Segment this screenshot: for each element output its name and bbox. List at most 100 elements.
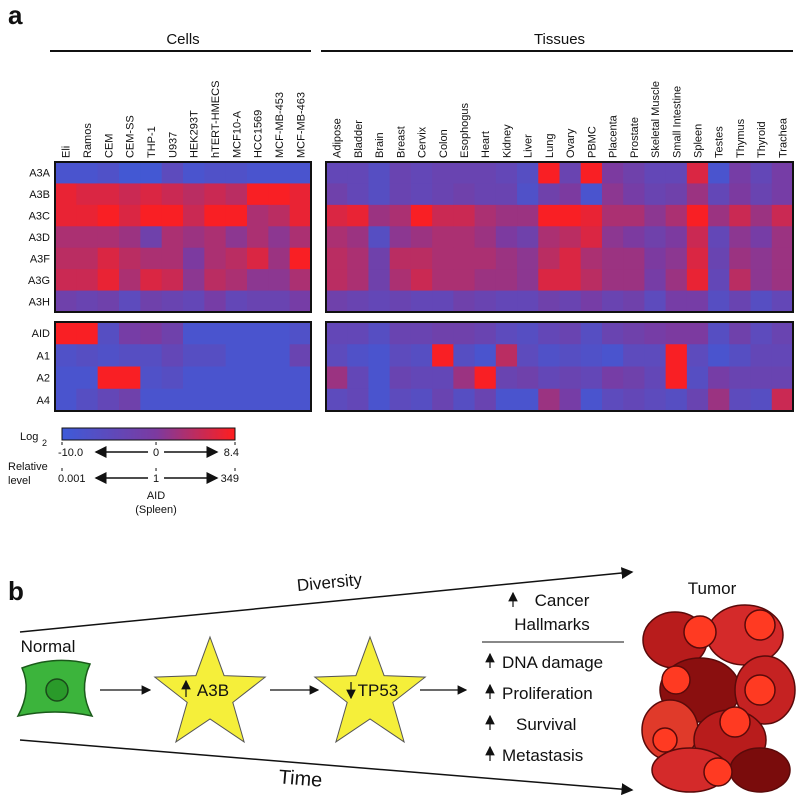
heat-cell (347, 366, 369, 390)
heat-cell (347, 247, 369, 270)
heat-cell (623, 388, 645, 412)
heat-cell (368, 366, 391, 390)
arrow-label: Time (278, 766, 323, 792)
heat-cell (347, 344, 369, 367)
column-label: Thyroid (756, 121, 768, 158)
column-label: Esophogus (459, 102, 471, 158)
heat-cell (225, 344, 248, 367)
heat-cell (750, 247, 773, 270)
hallmark: Metastasis (502, 746, 583, 765)
heat-cell (432, 388, 454, 412)
heat-cell (204, 366, 227, 390)
column-label: Colon (438, 129, 450, 158)
heat-cell (559, 366, 582, 390)
heat-cell (559, 183, 582, 206)
heat-cell (161, 366, 184, 390)
heat-cell (517, 269, 539, 292)
heat-cell (204, 247, 227, 270)
heat-cell (204, 322, 227, 345)
heat-cell (559, 269, 582, 292)
heat-cell (268, 269, 291, 292)
heat-cell (410, 269, 433, 292)
heat-cell (432, 183, 454, 206)
relative-title: Relative (8, 461, 48, 473)
heat-cell (729, 247, 752, 270)
heat-cell (368, 290, 391, 313)
heat-cell (368, 269, 391, 292)
heat-cell (268, 204, 291, 227)
heat-cell (161, 388, 184, 412)
heat-cell (410, 204, 433, 227)
column-label: HCC1569 (253, 110, 265, 158)
column-label: U937 (167, 132, 179, 158)
heat-cell (686, 226, 709, 249)
heat-cell (140, 247, 163, 270)
hallmark-list: DNA damage Proliferation Survival Metastasi… (485, 652, 603, 765)
heat-cell (601, 183, 624, 206)
colorbar-tick-label: 349 (221, 473, 239, 485)
heat-cell (750, 226, 773, 249)
heat-cell (517, 162, 539, 184)
heat-cell (601, 226, 624, 249)
heat-cell (119, 290, 141, 313)
heat-cell (474, 366, 497, 390)
hallmarks-title: Hallmarks (514, 615, 590, 634)
heat-cell (410, 322, 433, 345)
heat-cell (55, 290, 77, 313)
heat-cell (495, 204, 518, 227)
heat-cell (97, 204, 120, 227)
heat-cell (432, 226, 454, 249)
heat-cell (623, 183, 645, 206)
heat-cell (601, 290, 624, 313)
heat-cell (601, 247, 624, 270)
heat-cell (289, 366, 312, 390)
heat-cell (495, 322, 518, 345)
heat-cell (453, 290, 476, 313)
heat-cell (644, 388, 667, 412)
block-border (54, 321, 312, 412)
column-label: Spleen (692, 124, 704, 158)
heatmap: Cells Eli Ramos CEM CEM-SS THP-1 U937 HEK293T hT… (8, 31, 794, 516)
heat-cell (729, 162, 752, 184)
heat-cell (495, 247, 518, 270)
heat-cell (750, 269, 773, 292)
heat-cell (453, 204, 476, 227)
heat-cell (453, 183, 476, 206)
heat-cell (771, 204, 794, 227)
panel-label: b (8, 576, 24, 606)
heat-cell (538, 322, 560, 345)
column-label: CEM-SS (125, 115, 137, 158)
heat-cell (665, 322, 688, 345)
row-label: A3F (30, 253, 50, 265)
heat-cell (686, 344, 709, 367)
relative-reference: (Spleen) (135, 504, 177, 516)
heat-cell (623, 344, 645, 367)
column-label: Ramos (82, 123, 94, 158)
heat-cell (289, 388, 312, 412)
heat-cell (268, 290, 291, 313)
heat-cell (289, 162, 312, 184)
heat-cell (389, 247, 412, 270)
heat-cell (495, 344, 518, 367)
heat-cell (140, 204, 163, 227)
heat-cell (686, 204, 709, 227)
heat-cell (268, 226, 291, 249)
heat-cell (368, 183, 391, 206)
heat-cell (76, 344, 99, 367)
heat-cell (268, 388, 291, 412)
heat-cell (517, 388, 539, 412)
relative-reference: AID (147, 490, 165, 502)
group-label: Tissues (534, 31, 585, 48)
heat-cell (55, 226, 77, 249)
heat-cell (76, 290, 99, 313)
heat-cell (119, 183, 141, 206)
heat-cell (432, 366, 454, 390)
heat-cell (268, 366, 291, 390)
heat-cell (410, 226, 433, 249)
heat-cell (55, 344, 77, 367)
diversity-arrow (19, 567, 634, 633)
heat-cell (729, 366, 752, 390)
heat-cell (495, 226, 518, 249)
heat-cell (495, 269, 518, 292)
